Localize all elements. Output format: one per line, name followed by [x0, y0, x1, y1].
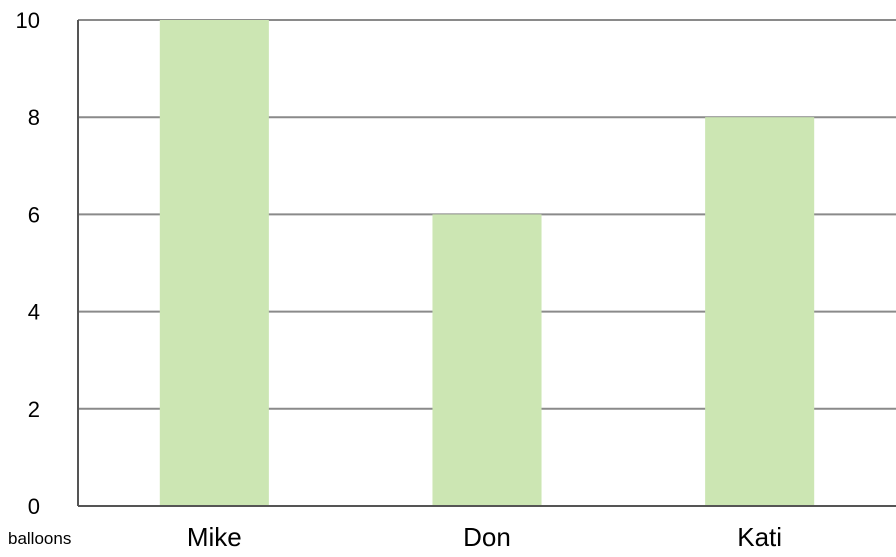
x-category-label: Don — [463, 522, 511, 552]
y-tick-label: 8 — [28, 105, 40, 130]
y-unit-label: balloons — [8, 529, 71, 548]
axis-layer — [77, 20, 896, 507]
bar-kati — [705, 117, 815, 506]
y-tick-label: 4 — [28, 300, 40, 325]
y-tick-label: 2 — [28, 397, 40, 422]
y-tick-label: 6 — [28, 202, 40, 227]
label-layer: 0 2 4 6 8 10 Mike Don Kati — [16, 8, 783, 552]
y-tick-label: 0 — [28, 494, 40, 519]
bar-mike — [159, 20, 269, 506]
x-category-label: Mike — [187, 522, 242, 552]
bar-layer — [159, 20, 815, 506]
x-category-label: Kati — [737, 522, 782, 552]
y-tick-label: 10 — [16, 8, 40, 33]
bar-don — [432, 214, 542, 506]
